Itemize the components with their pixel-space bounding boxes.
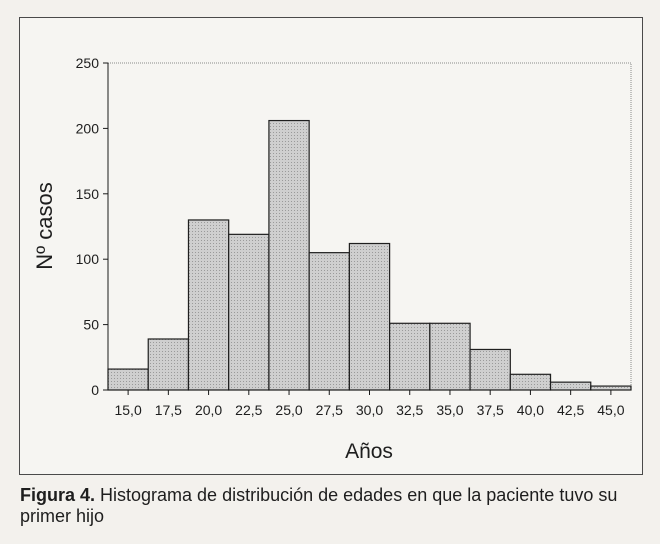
caption-text: Histograma de distribución de edades en … bbox=[20, 485, 618, 526]
x-tick-label: 35,0 bbox=[436, 402, 463, 418]
y-tick-label: 150 bbox=[76, 186, 100, 202]
y-tick-label: 250 bbox=[76, 55, 100, 71]
x-tick-label: 42,5 bbox=[557, 402, 584, 418]
x-tick-label: 45,0 bbox=[597, 402, 624, 418]
y-axis-label: Nº casos bbox=[32, 182, 57, 270]
x-tick-label: 22,5 bbox=[235, 402, 262, 418]
x-axis-label: Años bbox=[345, 440, 393, 463]
plot-area: 0 50 100 150 200 250 15,0 17,5 20,0 22,5 25,0 27,5 3… bbox=[76, 55, 632, 418]
y-tick-label: 200 bbox=[76, 120, 100, 136]
y-tick-label: 0 bbox=[91, 382, 99, 398]
histogram-bar bbox=[308, 252, 350, 391]
x-tick-label: 17,5 bbox=[155, 402, 182, 418]
histogram-bar bbox=[228, 233, 270, 391]
x-tick-label: 30,0 bbox=[356, 402, 383, 418]
histogram-bar bbox=[268, 119, 310, 391]
histogram-bar bbox=[509, 373, 552, 391]
figure-frame bbox=[19, 17, 643, 475]
histogram-bar bbox=[107, 368, 149, 391]
histogram-bar bbox=[590, 385, 632, 391]
x-tick-label: 20,0 bbox=[195, 402, 222, 418]
histogram-bar bbox=[147, 338, 190, 391]
histogram-bar bbox=[389, 322, 431, 391]
histogram-bar bbox=[549, 381, 592, 391]
histogram-bar bbox=[469, 348, 511, 391]
x-tick-label: 27,5 bbox=[316, 402, 343, 418]
histogram-bar bbox=[429, 322, 471, 391]
histogram-bar bbox=[187, 219, 230, 391]
histogram-bar bbox=[348, 242, 391, 391]
x-tick-label: 32,5 bbox=[396, 402, 423, 418]
x-tick-label: 40,0 bbox=[517, 402, 544, 418]
y-tick-label: 50 bbox=[83, 317, 99, 333]
figure-caption: Figura 4. Histograma de distribución de … bbox=[20, 485, 640, 527]
x-tick-label: 15,0 bbox=[114, 402, 141, 418]
x-tick-label: 37,5 bbox=[477, 402, 504, 418]
x-tick-label: 25,0 bbox=[275, 402, 302, 418]
y-tick-label: 100 bbox=[76, 251, 100, 267]
caption-label: Figura 4. bbox=[20, 485, 96, 505]
